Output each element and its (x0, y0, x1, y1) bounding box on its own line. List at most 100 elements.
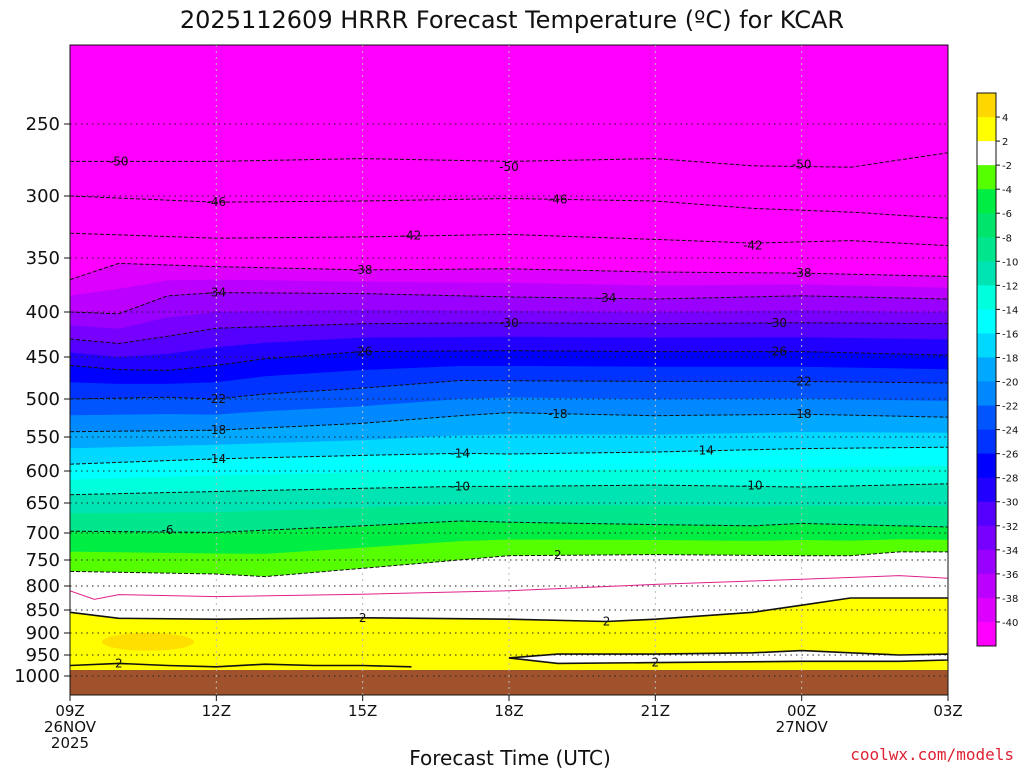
colorbar-swatch-19 (977, 549, 996, 575)
colorbar-label-0: 4 (1002, 113, 1008, 124)
colorbar-label-17: -32 (1002, 522, 1018, 533)
colorbar-swatch-20 (977, 573, 996, 599)
colorbar-swatch-16 (977, 477, 996, 503)
colorbar-swatch-22 (977, 621, 996, 647)
isotherm-line--42 (70, 232, 948, 247)
colorbar-label-20: -38 (1002, 594, 1018, 605)
contour-label-13: -26 (353, 345, 373, 359)
contour-label-6: -42 (743, 239, 763, 253)
colorbar-swatch-5 (977, 213, 996, 238)
temperature-bands (70, 45, 948, 695)
colorbar-frame (976, 92, 997, 647)
y-tick-label-700: 700 (26, 523, 60, 544)
y-tick-label-300: 300 (26, 186, 60, 207)
isotherm-line--50 (70, 152, 948, 168)
contour-label-23: -10 (450, 479, 470, 493)
plot-area: -50 -50 -50 -46 -46 -42 -42 -38 -38 -34 -34 -30 -30 -… (70, 45, 948, 695)
colorbar-swatch-8 (977, 285, 996, 310)
y-axis: 2503003504004505005506006507007508008509… (14, 114, 70, 687)
colorbar-label-8: -14 (1002, 305, 1018, 316)
y-tick-label-400: 400 (26, 302, 60, 323)
colorbar-swatch-4 (977, 189, 996, 214)
x-tick-label-18-0: 03Z (933, 702, 962, 720)
colorbar-swatch-14 (977, 429, 996, 455)
colorbar-swatch-6 (977, 237, 996, 262)
contour-label-21: -14 (450, 446, 470, 460)
contour-labels: -50 -50 -50 -46 -46 -42 -42 -38 -38 -34 -34 -30 -30 -… (109, 154, 812, 670)
y-tick-label-450: 450 (26, 347, 60, 368)
isotherm-contours (70, 152, 948, 668)
x-tick-label-3-0: 12Z (202, 702, 231, 720)
x-tick-label-9-0: 18Z (494, 702, 523, 720)
contour-label-24: -10 (743, 479, 763, 493)
colorbar-swatch-17 (977, 501, 996, 527)
y-tick-label-900: 900 (26, 623, 60, 644)
contour-label-16: -22 (792, 374, 812, 388)
contour-label-29: 2 (115, 656, 123, 670)
y-tick-label-800: 800 (26, 576, 60, 597)
colorbar-label-15: -28 (1002, 474, 1018, 485)
colorbar-swatch-0 (977, 93, 996, 118)
contour-label-26: 2 (554, 548, 562, 562)
colorbar-swatch-12 (977, 381, 996, 407)
x-tick-label-0-1: 26NOV (44, 718, 97, 736)
y-tick-label-1000: 1000 (14, 666, 60, 687)
isotherm-line--26 (70, 350, 948, 371)
colorbar-label-10: -18 (1002, 353, 1018, 364)
colorbar-label-6: -10 (1002, 257, 1018, 268)
colorbar-label-11: -20 (1002, 378, 1018, 389)
colorbar-label-9: -16 (1002, 329, 1018, 340)
contour-label-0: -50 (109, 154, 129, 168)
contour-label-12: -30 (767, 316, 787, 330)
colorbar-label-4: -6 (1002, 209, 1012, 220)
contour-label-2: -50 (792, 157, 812, 171)
colorbar-label-2: -2 (1002, 161, 1012, 172)
contour-label-20: -14 (207, 452, 227, 466)
isotherm-line-2-lower-B (508, 649, 948, 665)
colorbar-label-18: -34 (1002, 546, 1018, 557)
colorbar-swatch-21 (977, 597, 996, 623)
isotherm-line-2-lower-A (70, 662, 412, 668)
colorbar-label-12: -22 (1002, 402, 1018, 413)
colorbar-swatch-1 (977, 117, 996, 142)
colorbar-label-1: 2 (1002, 137, 1008, 148)
contour-label-17: -18 (207, 423, 227, 437)
y-tick-label-550: 550 (26, 427, 60, 448)
y-tick-label-950: 950 (26, 645, 60, 666)
contour-label-28: 2 (603, 615, 611, 629)
contour-label-27: 2 (359, 611, 367, 625)
contour-label-18: -18 (548, 407, 568, 421)
isotherm-line--38 (70, 262, 948, 281)
x-tick-label-0-0: 09Z (55, 702, 84, 720)
contour-label-9: -34 (207, 286, 227, 300)
x-tick-label-12-0: 21Z (641, 702, 670, 720)
contour-label-19: -18 (792, 407, 812, 421)
band-above-4 (102, 632, 195, 651)
y-tick-label-850: 850 (26, 600, 60, 621)
contour-label-1: -50 (499, 160, 519, 174)
isotherm-line--30 (70, 322, 948, 345)
colorbar-swatch-10 (977, 333, 996, 358)
contour-label-8: -38 (792, 266, 812, 280)
colorbar-label-7: -12 (1002, 281, 1018, 292)
colorbar-label-13: -24 (1002, 426, 1018, 437)
contour-label-3: -46 (207, 195, 227, 209)
colorbar-swatch-15 (977, 453, 996, 479)
contour-label-30: 2 (652, 656, 660, 670)
contour-label-14: -26 (767, 345, 787, 359)
colorbar-label-5: -8 (1002, 233, 1012, 244)
y-tick-label-250: 250 (26, 114, 60, 135)
isotherm-line--46 (70, 195, 948, 219)
contour-label-22: -14 (694, 444, 714, 458)
contour-label-7: -38 (353, 263, 373, 277)
contour-label-4: -46 (548, 193, 568, 207)
isotherm-line-0 (70, 575, 948, 600)
isotherm-line--18 (70, 412, 948, 433)
colorbar-swatch-11 (977, 357, 996, 383)
contour-label-25: -6 (162, 523, 174, 537)
contour-label-5: -42 (402, 229, 422, 243)
grid-lines (70, 45, 948, 695)
colorbar-label-19: -36 (1002, 570, 1018, 581)
